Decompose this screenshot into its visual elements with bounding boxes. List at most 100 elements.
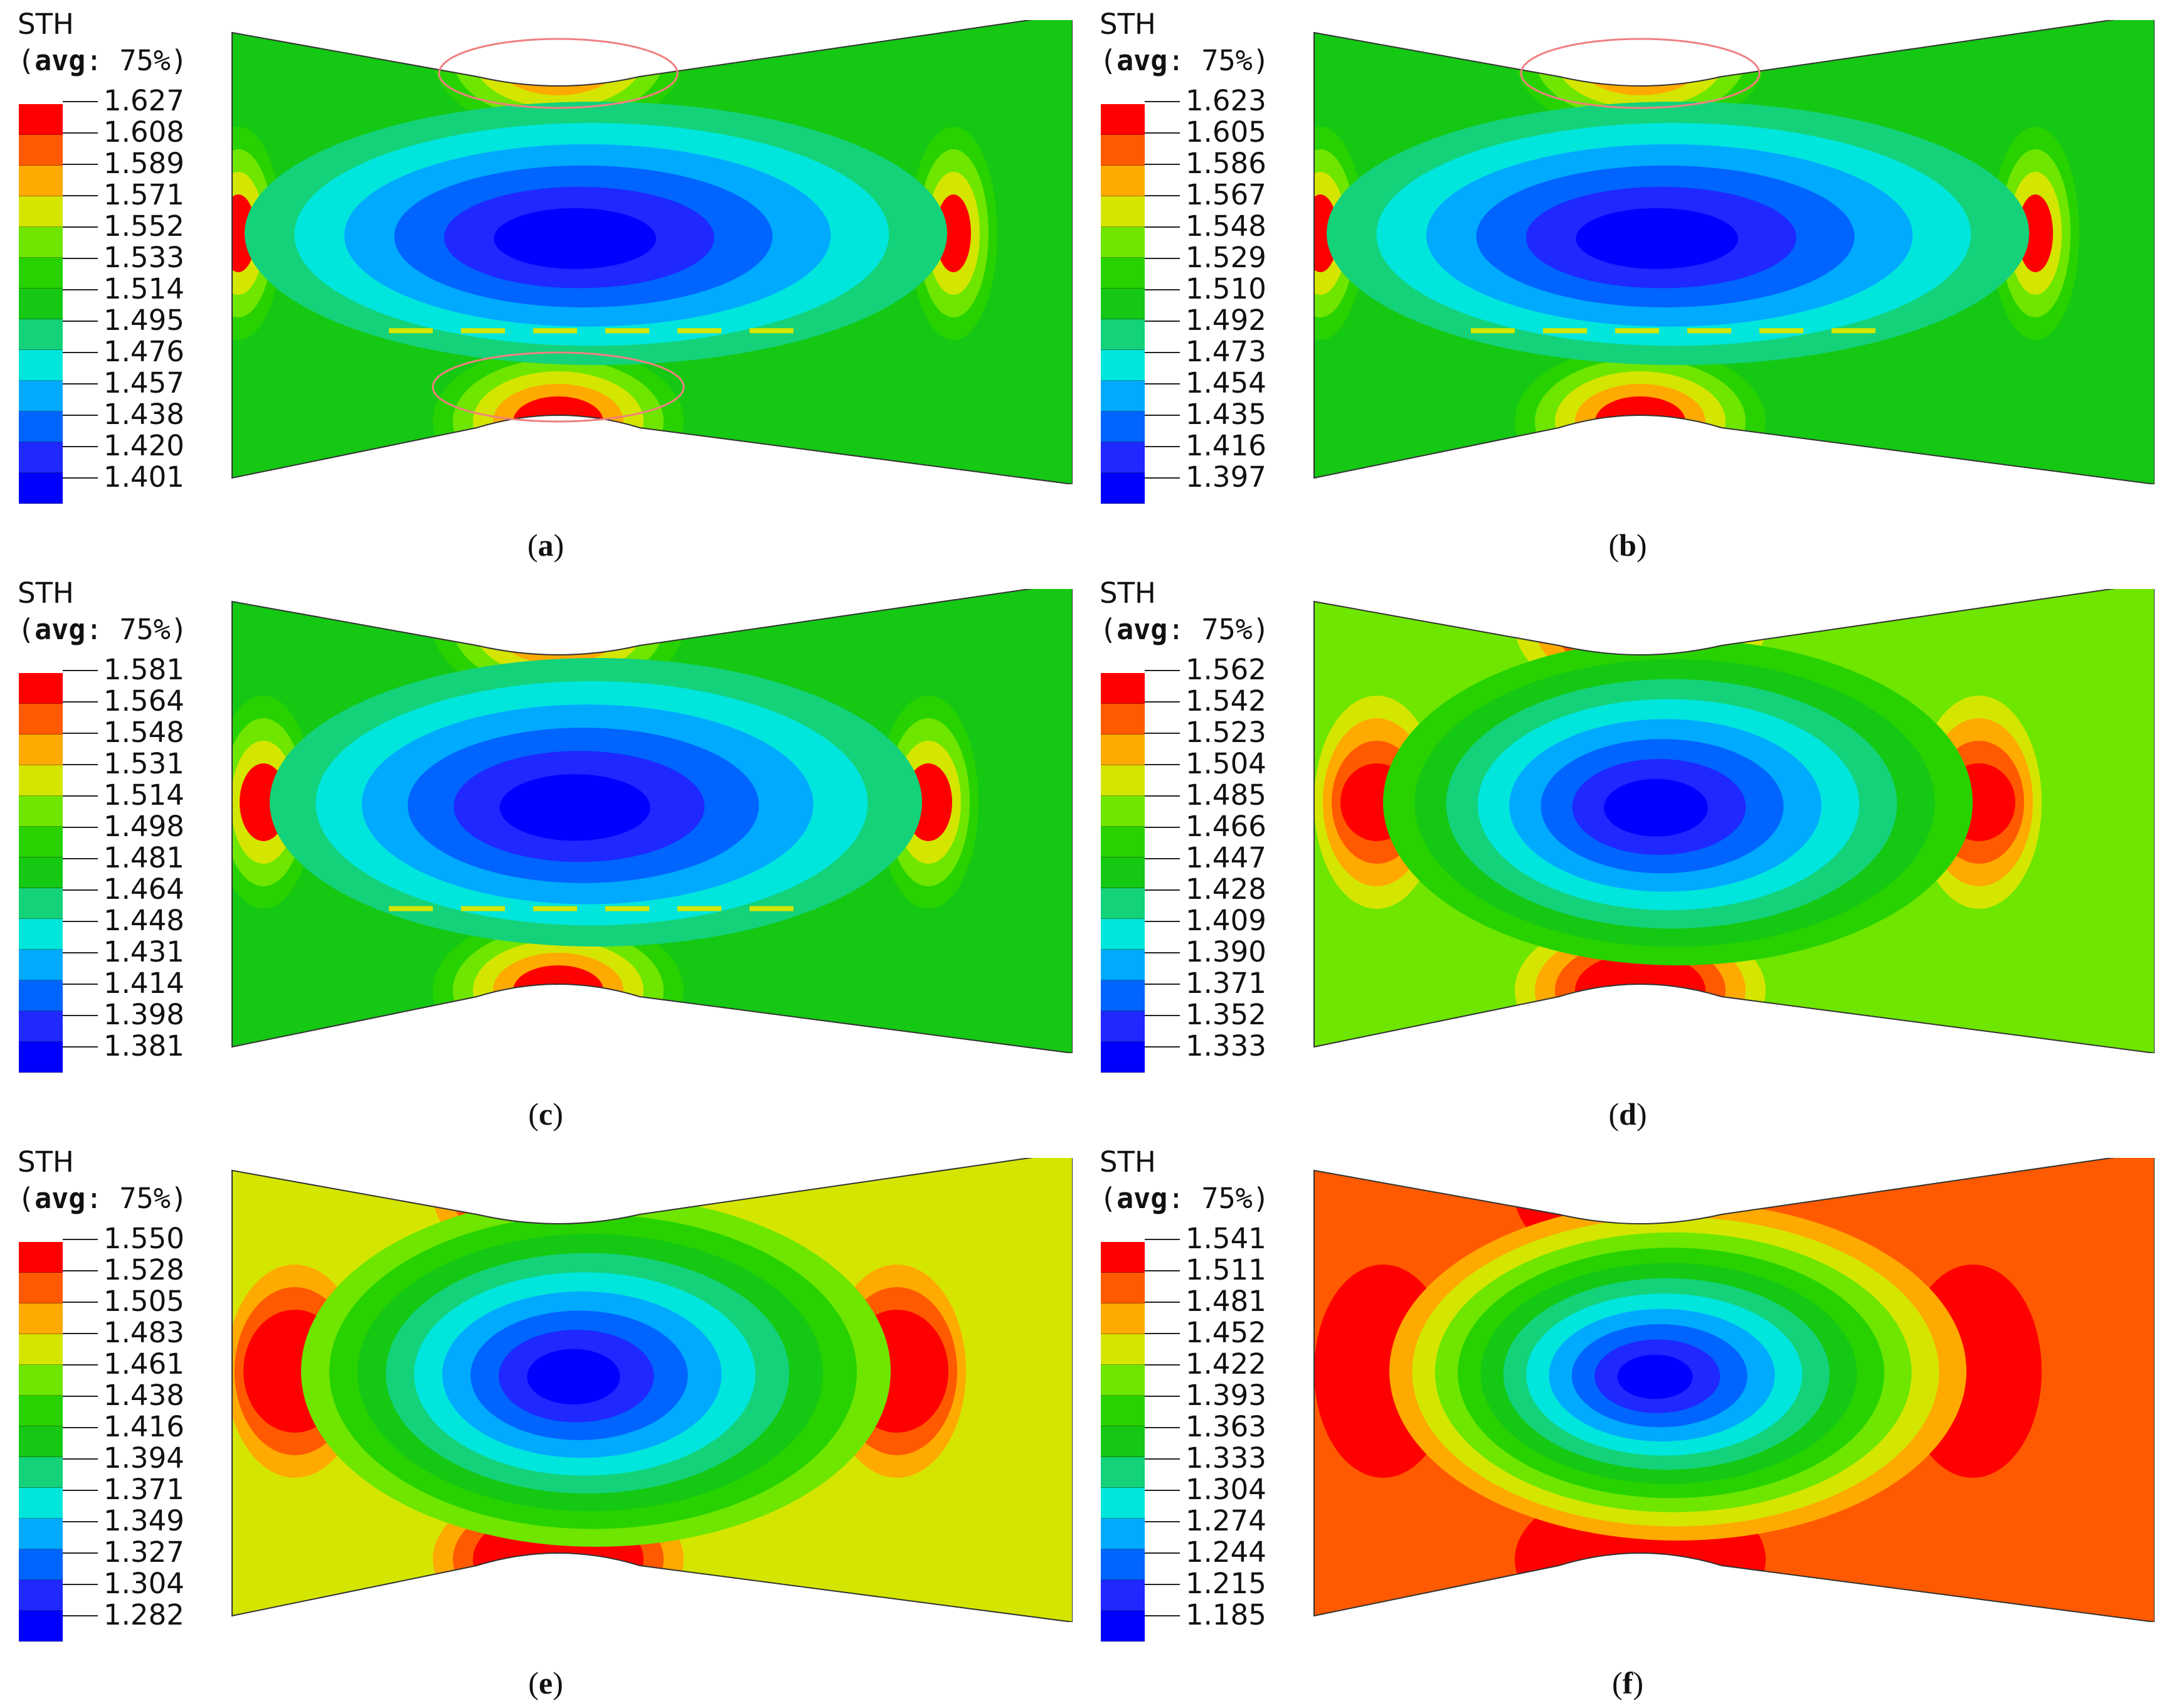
legend-title: STH [18,8,74,41]
legend-swatch [1101,227,1145,258]
legend-tick [1145,415,1180,416]
legend-tick [63,921,98,922]
band-streak [677,328,721,334]
legend-tick [1145,827,1180,828]
legend-tick [1145,321,1180,322]
legend-value: 1.627 [103,84,184,117]
bottom-highlight-ellipse [432,351,685,423]
legend-swatch [1101,1580,1145,1611]
legend-tick [63,101,98,102]
legend-value: 1.505 [103,1285,184,1318]
legend-value: 1.562 [1185,653,1266,686]
legend-swatch [1101,442,1145,473]
legend-swatch [1101,350,1145,381]
legend-value-labels: 1.541 1.511 1.481 1.452 1.422 1.393 1.36… [1185,1223,1266,1631]
legend-tick [63,1552,98,1554]
band-streak [461,906,505,911]
panel-f: STH (avg: 75%) 1.541 1.511 1.481 1.452 1… [1082,1138,2164,1707]
contour-group [1314,1158,2155,1622]
legend-swatch [1101,980,1145,1011]
legend-value: 1.531 [103,747,184,780]
legend-value-labels: 1.562 1.542 1.523 1.504 1.485 1.466 1.44… [1185,654,1266,1062]
legend-tick [63,827,98,828]
panel-caption: (b) [1608,528,1647,563]
legend-swatch [19,1396,63,1426]
legend-tick [1145,701,1180,703]
band-streak [389,328,433,334]
legend-tick [63,889,98,891]
legend-swatch [1101,1426,1145,1457]
legend-tick [1145,446,1180,447]
contour-plot-d: STH (avg: 75%) 1.562 1.542 1.523 1.504 1… [1082,569,2164,1096]
legend-swatch [1101,1303,1145,1334]
legend-swatch [1101,196,1145,227]
legend-tick [63,1333,98,1334]
legend-tick [63,1015,98,1016]
legend-swatch [1101,166,1145,196]
legend-averaging: (avg: 75%) [18,613,188,646]
top-highlight-ellipse [1520,38,1761,109]
right-hot-region [936,194,971,272]
legend-swatch [1101,673,1145,704]
band-streak [750,906,793,911]
legend-tick [1145,1333,1180,1334]
legend-value: 1.511 [1185,1253,1266,1286]
legend-value: 1.349 [103,1504,184,1537]
legend-averaging: (avg: 75%) [1100,1182,1270,1215]
contour-plot-b: STH (avg: 75%) 1.623 1.605 1.586 1.567 1… [1082,0,2164,527]
legend-swatch [19,765,63,796]
legend-tick [1145,670,1180,671]
legend-tick [63,1490,98,1491]
legend-swatch [1101,319,1145,350]
legend-swatch [19,258,63,289]
legend-tick [1145,289,1180,290]
legend-swatch [1101,735,1145,765]
legend-value: 1.541 [1185,1222,1266,1255]
legend-averaging: (avg: 75%) [1100,613,1270,646]
legend-swatch [19,673,63,704]
legend-value: 1.448 [103,904,184,937]
legend-swatch [19,1488,63,1519]
legend-swatch [19,1457,63,1488]
legend-swatch [19,381,63,411]
legend-swatch [1101,258,1145,289]
legend-value: 1.452 [1185,1316,1266,1349]
central-contour-band [1617,1354,1693,1399]
legend-value: 1.548 [103,716,184,749]
legend-tick [1145,352,1180,353]
legend-swatch [19,411,63,442]
plate-outline [231,20,1073,484]
legend-swatch [19,135,63,166]
legend-swatch [1101,919,1145,950]
band-streak [533,906,577,911]
legend-value: 1.398 [103,998,184,1031]
legend-color-bar [19,1242,63,1642]
legend-swatch [19,1519,63,1549]
top-hot-region [493,20,623,95]
legend-value: 1.514 [103,272,184,305]
legend-tick [1145,1584,1180,1585]
legend-tick [63,1302,98,1303]
band-streak [1615,328,1659,334]
legend-tick [63,1270,98,1271]
legend-swatch [19,1273,63,1303]
legend-tick [1145,795,1180,797]
legend-swatch [19,442,63,473]
legend-value: 1.381 [103,1029,184,1063]
legend-value: 1.608 [103,115,184,149]
central-contour-band [494,208,656,269]
legend-swatch [1101,473,1145,504]
legend-swatch [1101,1042,1145,1073]
legend-value: 1.438 [103,1379,184,1412]
legend-swatch [19,735,63,765]
legend-swatch [1101,1273,1145,1303]
legend-swatch [1101,381,1145,411]
legend-swatch [1101,1519,1145,1549]
legend-value: 1.416 [1185,429,1266,462]
band-streak [1759,328,1803,334]
legend-tick [63,952,98,953]
legend-tick [63,733,98,734]
band-streak [533,328,577,334]
contour-plot-c: STH (avg: 75%) 1.581 1.564 1.548 1.531 1… [0,569,1082,1096]
legend-value: 1.304 [1185,1473,1266,1506]
